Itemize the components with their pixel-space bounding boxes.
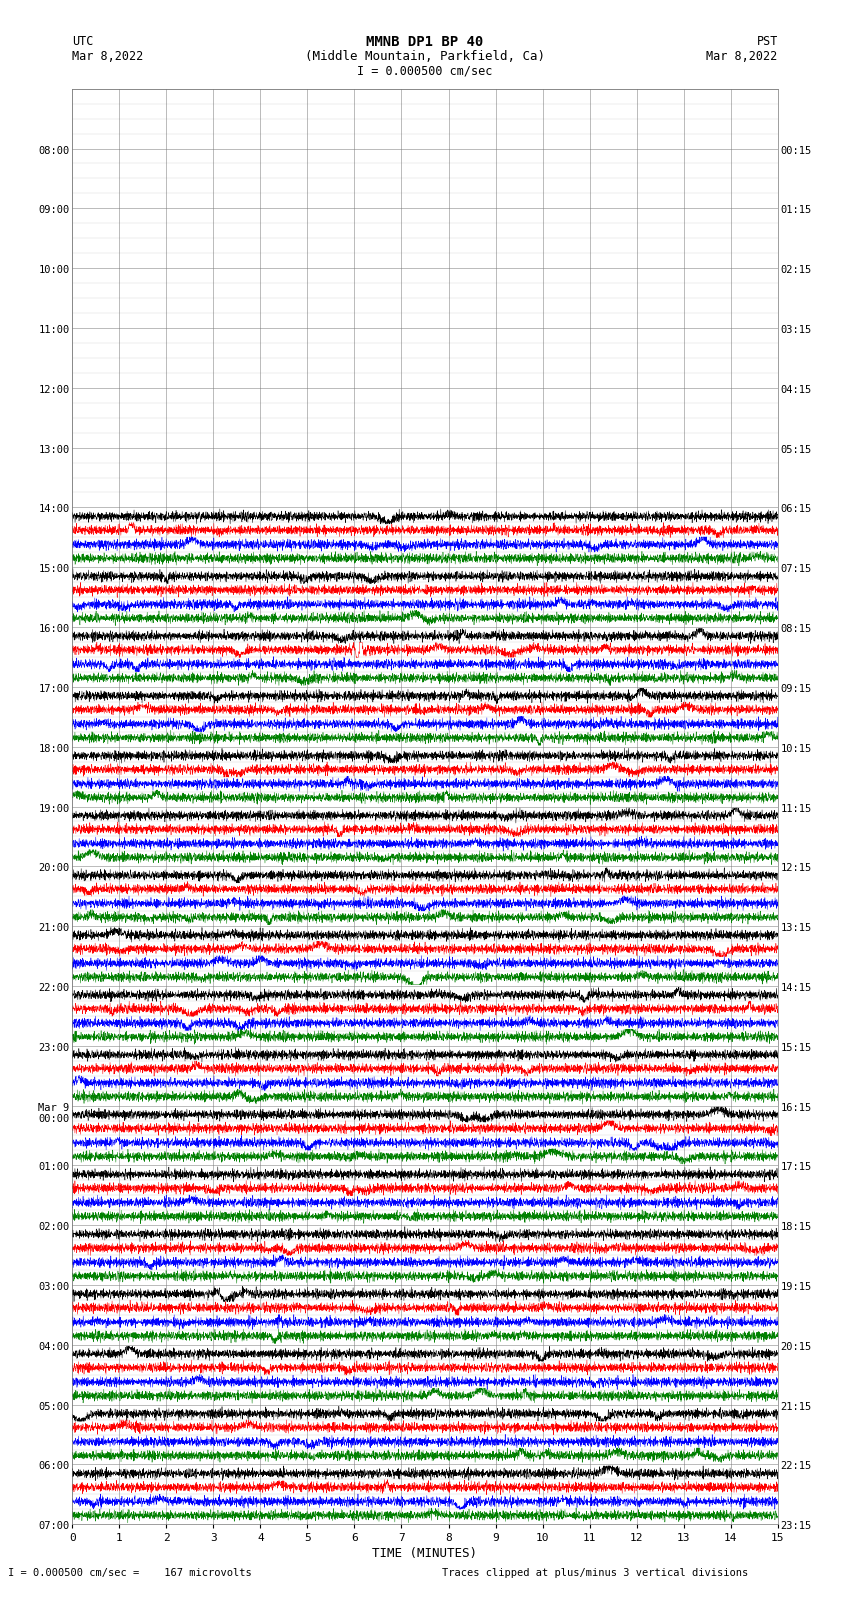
Text: MMNB DP1 BP 40: MMNB DP1 BP 40 bbox=[366, 35, 484, 50]
Text: Mar 8,2022: Mar 8,2022 bbox=[706, 50, 778, 63]
Text: Traces clipped at plus/minus 3 vertical divisions: Traces clipped at plus/minus 3 vertical … bbox=[442, 1568, 748, 1578]
Text: PST: PST bbox=[756, 35, 778, 48]
Text: I = 0.000500 cm/sec: I = 0.000500 cm/sec bbox=[357, 65, 493, 77]
Text: I = 0.000500 cm/sec =    167 microvolts: I = 0.000500 cm/sec = 167 microvolts bbox=[8, 1568, 252, 1578]
Text: (Middle Mountain, Parkfield, Ca): (Middle Mountain, Parkfield, Ca) bbox=[305, 50, 545, 63]
Text: UTC: UTC bbox=[72, 35, 94, 48]
X-axis label: TIME (MINUTES): TIME (MINUTES) bbox=[372, 1547, 478, 1560]
Text: Mar 8,2022: Mar 8,2022 bbox=[72, 50, 144, 63]
